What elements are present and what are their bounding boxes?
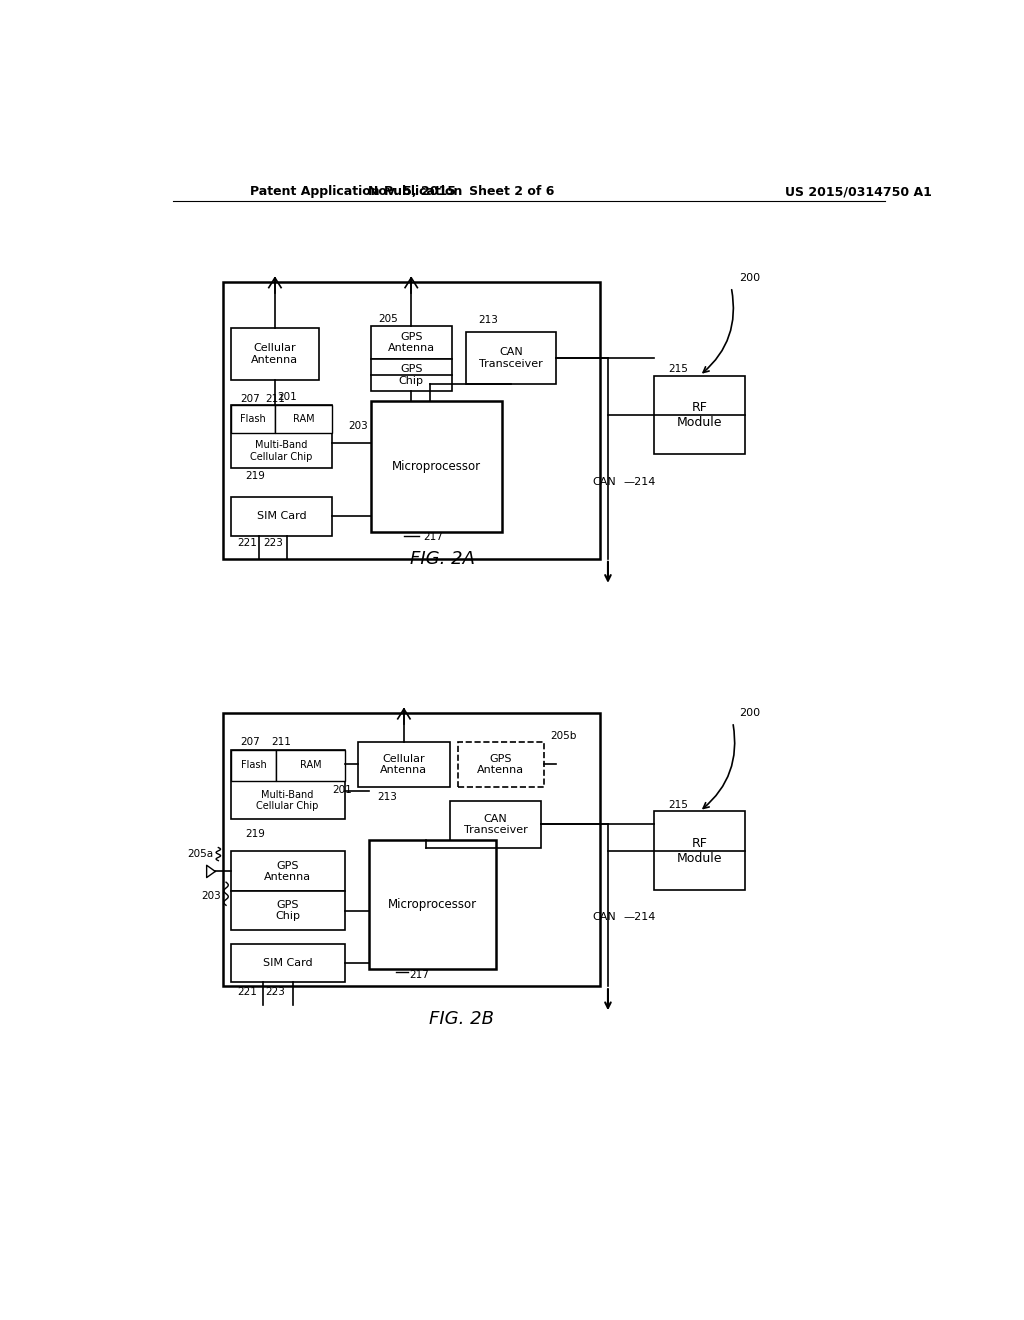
Bar [230,891,345,929]
Bar [654,812,745,890]
Text: Multi-Band
Cellular Chip: Multi-Band Cellular Chip [250,440,312,462]
Text: Flash: Flash [241,413,266,424]
Bar [466,331,556,384]
Bar [223,281,600,558]
Text: Microprocessor: Microprocessor [392,459,481,473]
Text: 203: 203 [202,891,221,902]
Text: Nov. 5, 2015   Sheet 2 of 6: Nov. 5, 2015 Sheet 2 of 6 [369,185,555,198]
Text: 200: 200 [739,273,760,282]
Bar [654,376,745,454]
Text: 223: 223 [265,986,286,997]
Bar [223,713,600,986]
Text: 213: 213 [377,792,397,803]
Text: 205: 205 [379,314,398,323]
Bar [357,742,451,787]
Text: RF
Module: RF Module [677,401,722,429]
Text: 205b: 205b [550,731,577,741]
Text: Multi-Band
Cellular Chip: Multi-Band Cellular Chip [256,789,318,812]
Text: 217: 217 [423,532,443,543]
Text: GPS
Antenna: GPS Antenna [477,754,524,775]
Text: CAN
Transceiver: CAN Transceiver [479,347,543,368]
Text: 219: 219 [246,471,265,482]
Text: —214: —214 [624,477,655,487]
Bar [458,742,544,787]
Bar [230,750,276,781]
Text: Flash: Flash [241,760,266,770]
Text: 223: 223 [263,539,283,548]
Bar [370,840,497,969]
Text: Patent Application Publication: Patent Application Publication [250,185,462,198]
Text: Microprocessor: Microprocessor [388,898,477,911]
Text: FIG. 2B: FIG. 2B [429,1010,495,1028]
Text: SIM Card: SIM Card [257,511,306,521]
Text: 201: 201 [276,392,297,403]
Bar [230,405,275,433]
Text: RF
Module: RF Module [677,837,722,865]
Bar [230,498,333,536]
Text: CAN: CAN [592,477,615,487]
Text: Cellular
Antenna: Cellular Antenna [380,754,427,775]
Text: Cellular
Antenna: Cellular Antenna [251,343,299,364]
Polygon shape [207,866,215,878]
Bar [371,326,452,359]
Text: CAN: CAN [592,912,615,921]
Bar [230,944,345,982]
Text: 203: 203 [348,421,368,432]
Text: SIM Card: SIM Card [263,958,312,968]
Bar [230,327,319,380]
Text: RAM: RAM [293,413,314,424]
Text: 215: 215 [668,800,688,810]
Text: 207: 207 [240,393,260,404]
Bar [371,359,452,391]
Text: 211: 211 [265,393,286,404]
Text: 207: 207 [240,737,260,747]
Bar [275,405,333,433]
Text: GPS
Antenna: GPS Antenna [264,861,311,882]
Bar [276,750,345,781]
Text: 201: 201 [333,785,352,795]
Bar [230,750,345,818]
Text: RAM: RAM [300,760,322,770]
Text: —214: —214 [624,912,655,921]
Text: US 2015/0314750 A1: US 2015/0314750 A1 [785,185,932,198]
Text: 219: 219 [246,829,265,840]
Text: 205a: 205a [187,849,214,859]
Text: 200: 200 [739,708,760,718]
Text: 211: 211 [270,737,291,747]
Text: GPS
Chip: GPS Chip [275,900,300,921]
Text: GPS
Chip: GPS Chip [398,364,424,385]
Text: GPS
Antenna: GPS Antenna [388,331,435,354]
Text: 221: 221 [238,986,258,997]
Bar [230,405,333,469]
Bar [230,851,345,891]
Text: 215: 215 [668,363,688,374]
Text: 217: 217 [410,970,429,979]
Bar [451,801,541,847]
Text: CAN
Transceiver: CAN Transceiver [464,813,527,836]
Text: 221: 221 [238,539,258,548]
Text: FIG. 2A: FIG. 2A [410,550,475,568]
Text: 213: 213 [478,315,499,325]
Bar [371,401,502,532]
